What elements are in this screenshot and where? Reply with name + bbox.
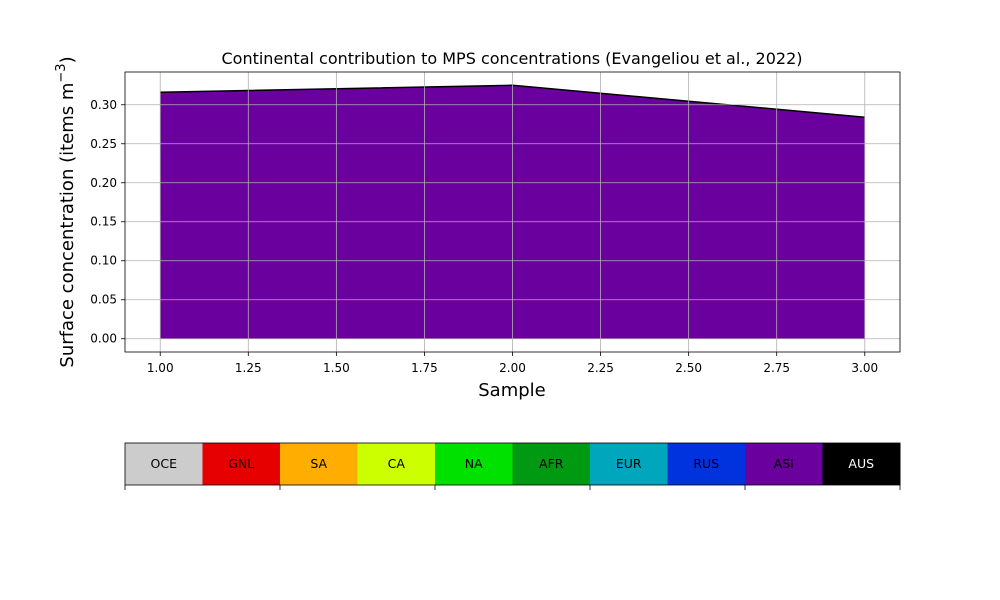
x-tick-label: 2.25 [587, 361, 614, 375]
color-bar-label-afr: AFR [539, 456, 564, 471]
color-bar-label-ca: CA [388, 456, 406, 471]
continent-color-bar: OCE GNL SA CA NA AFR EUR RUS ASI AUS [124, 442, 901, 490]
x-axis-label: Sample [478, 380, 546, 401]
y-tick-label: 0.05 [90, 293, 117, 307]
color-bar-cell-sa [280, 443, 358, 485]
x-tick-label: 3.00 [851, 361, 878, 375]
plot-area: 1.00 1.25 1.50 1.75 2.00 2.25 2.50 2.75 3.00 0.00… [90, 71, 901, 375]
color-bar-cell-aus [822, 443, 901, 485]
y-axis-label-exponent: −3 [54, 63, 69, 82]
x-tick-label: 2.75 [763, 361, 790, 375]
y-tick-label: 0.10 [90, 254, 117, 268]
color-bar-cell-oce [125, 443, 203, 485]
color-bar-label-gnl: GNL [228, 456, 254, 471]
color-bar-label-asi: ASI [774, 456, 794, 471]
color-bar-label-eur: EUR [616, 456, 642, 471]
color-bar-label-rus: RUS [693, 456, 719, 471]
y-tick-label: 0.25 [90, 137, 117, 151]
y-axis-label-suffix: ) [57, 56, 78, 63]
color-bar-cell-afr [512, 443, 591, 485]
x-tick-label: 1.75 [411, 361, 438, 375]
color-bar-cell-gnl [202, 443, 281, 485]
y-tick-label: 0.20 [90, 176, 117, 190]
x-tick-label: 2.00 [499, 361, 526, 375]
y-tick-label: 0.15 [90, 215, 117, 229]
color-bar-cell-eur [590, 443, 668, 485]
color-bar-cell-ca [357, 443, 436, 485]
y-tick-label: 0.30 [90, 98, 117, 112]
color-bar-label-na: NA [465, 456, 483, 471]
color-bar-label-sa: SA [310, 456, 327, 471]
color-bar-label-oce: OCE [151, 456, 178, 471]
y-axis-label: Surface concentration (items m−3) [54, 56, 78, 367]
color-bar-label-aus: AUS [848, 456, 874, 471]
y-axis-label-text: Surface concentration (items m [57, 83, 78, 368]
x-tick-label: 1.50 [323, 361, 350, 375]
x-tick-label: 1.25 [235, 361, 262, 375]
x-tick-label: 1.00 [147, 361, 174, 375]
color-bar-cell-asi [745, 443, 823, 485]
color-bar-cell-rus [667, 443, 746, 485]
x-tick-label: 2.50 [675, 361, 702, 375]
y-tick-label: 0.00 [90, 332, 117, 346]
color-bar-cell-na [435, 443, 513, 485]
chart-title: Continental contribution to MPS concentr… [221, 49, 802, 68]
color-bar-frame [124, 442, 901, 486]
